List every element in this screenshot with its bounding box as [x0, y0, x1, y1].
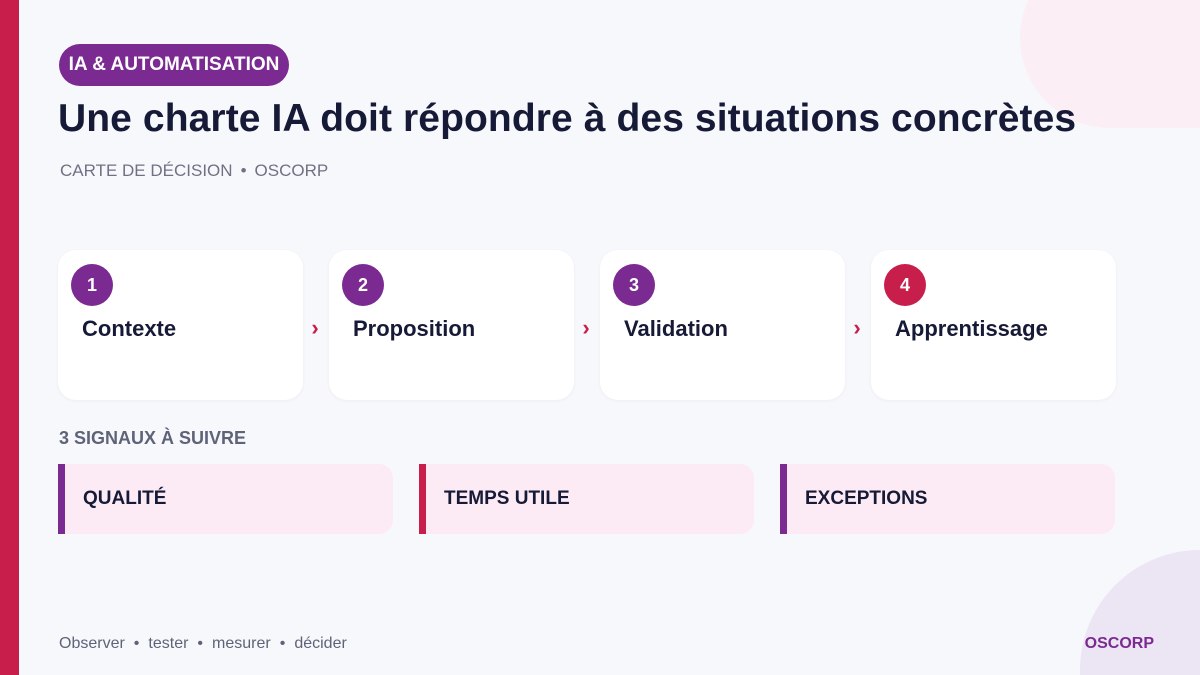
subtitle-category: CARTE DE DÉCISION: [60, 161, 233, 180]
footer-separator: •: [133, 635, 140, 652]
subtitle-separator: •: [240, 161, 247, 180]
step-card-4: 4 Apprentissage: [871, 250, 1116, 400]
category-tag: IA & AUTOMATISATION: [59, 44, 289, 86]
footer-word: décider: [294, 635, 347, 652]
step-number-badge: 1: [71, 264, 113, 306]
step-number-badge: 3: [613, 264, 655, 306]
step-label: Apprentissage: [895, 316, 1048, 341]
step-number-badge: 2: [342, 264, 384, 306]
decorative-circle-bottom-right: [1080, 550, 1200, 675]
footer-brand-logo: OSCORP: [1084, 635, 1154, 652]
signal-card-exceptions: EXCEPTIONS: [780, 464, 1115, 534]
footer-motto: Observer • tester • mesurer • décider: [59, 635, 347, 653]
signal-card-quality: QUALITÉ: [58, 464, 393, 534]
step-number-badge: 4: [884, 264, 926, 306]
signals-heading: 3 SIGNAUX À SUIVRE: [59, 428, 247, 448]
signal-label: TEMPS UTILE: [444, 488, 570, 509]
step-label: Contexte: [82, 316, 177, 341]
chevron-right-icon: ›: [853, 315, 861, 340]
step-card-3: 3 Validation: [600, 250, 845, 400]
footer-word: tester: [148, 635, 189, 652]
step-card-1: 1 Contexte: [58, 250, 303, 400]
signal-card-useful-time: TEMPS UTILE: [419, 464, 754, 534]
chevron-right-icon: ›: [311, 315, 319, 340]
footer-word: mesurer: [212, 635, 271, 652]
footer-separator: •: [197, 635, 204, 652]
signal-label: QUALITÉ: [83, 488, 167, 509]
slide-title: Une charte IA doit répondre à des situat…: [58, 97, 1077, 140]
slide-subtitle: CARTE DE DÉCISION • OSCORP: [60, 161, 328, 181]
footer-separator: •: [279, 635, 286, 652]
step-label: Proposition: [353, 316, 476, 341]
left-accent-bar: [0, 0, 19, 675]
chevron-right-icon: ›: [582, 315, 590, 340]
footer-word: Observer: [59, 635, 125, 652]
subtitle-brand: OSCORP: [254, 161, 329, 180]
step-label: Validation: [624, 316, 728, 341]
step-card-2: 2 Proposition: [329, 250, 574, 400]
signal-label: EXCEPTIONS: [805, 488, 928, 509]
